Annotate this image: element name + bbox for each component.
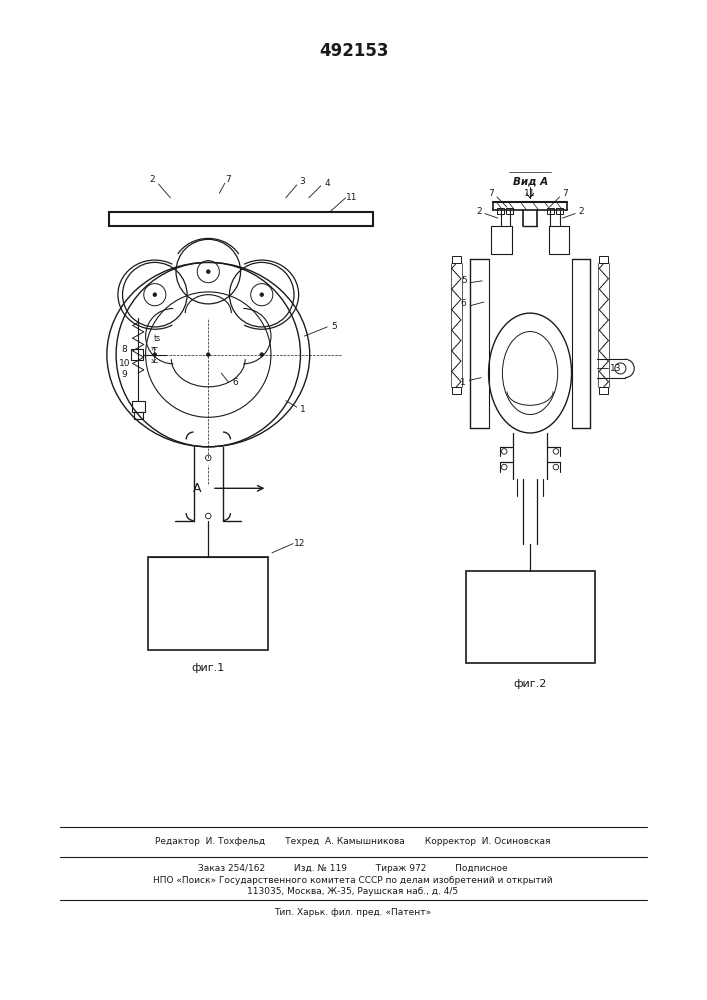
Text: Вид А: Вид А <box>513 176 548 186</box>
Text: Редактор  И. Тохфельд       Техред  А. Камышникова       Корректор  И. Осиновска: Редактор И. Тохфельд Техред А. Камышнико… <box>156 837 551 846</box>
Text: 2: 2 <box>149 175 155 184</box>
Bar <box>491 226 512 254</box>
Bar <box>148 557 268 650</box>
Text: 8: 8 <box>122 345 127 354</box>
Text: 5: 5 <box>461 276 467 285</box>
Text: 13: 13 <box>610 364 621 373</box>
Text: Заказ 254/162          Изд. № 119          Тираж 972          Подписное: Заказ 254/162 Изд. № 119 Тираж 972 Подпи… <box>198 864 508 873</box>
Bar <box>134 412 143 419</box>
Text: 7: 7 <box>489 189 494 198</box>
Text: 7: 7 <box>226 175 231 184</box>
Text: фиг.1: фиг.1 <box>192 663 225 673</box>
Text: 9: 9 <box>122 370 127 379</box>
Circle shape <box>260 293 264 297</box>
Text: 1: 1 <box>460 378 466 387</box>
Text: А: А <box>192 482 201 495</box>
Text: 2: 2 <box>578 207 583 216</box>
Circle shape <box>206 270 210 273</box>
Bar <box>547 208 554 214</box>
Bar <box>132 401 145 412</box>
Bar <box>600 387 609 394</box>
Bar <box>452 256 461 263</box>
Text: НПО «Поиск» Государственного комитета СССР по делам изобретений и открытий: НПО «Поиск» Государственного комитета СС… <box>153 876 553 885</box>
Text: 6: 6 <box>232 378 238 387</box>
Bar <box>549 226 569 254</box>
Text: 5: 5 <box>331 322 337 331</box>
Text: 11: 11 <box>525 189 536 198</box>
Text: 11: 11 <box>346 193 358 202</box>
Text: 113035, Москва, Ж-35, Раушская наб., д. 4/5: 113035, Москва, Ж-35, Раушская наб., д. … <box>247 887 459 896</box>
Circle shape <box>153 293 157 297</box>
Bar <box>465 571 595 663</box>
Text: 1: 1 <box>300 405 305 414</box>
Circle shape <box>153 353 157 356</box>
Circle shape <box>206 353 210 356</box>
Text: фиг.2: фиг.2 <box>513 679 547 689</box>
Bar <box>506 208 513 214</box>
Text: ts: ts <box>154 334 161 343</box>
Text: Тип. Харьк. фил. пред. «Патент»: Тип. Харьк. фил. пред. «Патент» <box>274 908 432 917</box>
Text: 12: 12 <box>294 539 305 548</box>
Bar <box>600 256 609 263</box>
Bar <box>452 387 461 394</box>
Bar <box>131 349 143 360</box>
Bar <box>556 208 563 214</box>
Text: 7: 7 <box>562 189 568 198</box>
Text: 4: 4 <box>325 179 330 188</box>
Circle shape <box>260 353 264 356</box>
Text: 2: 2 <box>477 207 482 216</box>
Text: 6: 6 <box>461 299 467 308</box>
Bar <box>497 208 504 214</box>
Text: 492153: 492153 <box>319 42 388 60</box>
Text: 3: 3 <box>300 177 305 186</box>
Text: 10: 10 <box>119 359 130 368</box>
